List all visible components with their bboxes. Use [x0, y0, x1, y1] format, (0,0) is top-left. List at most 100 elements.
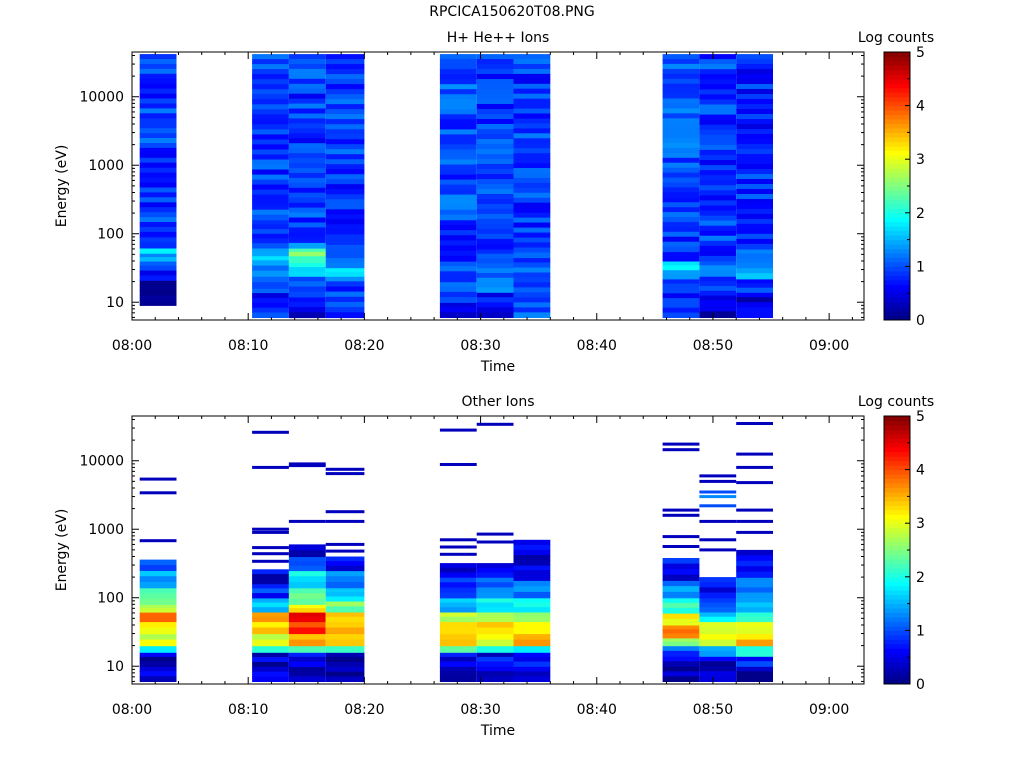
- colorbar-segment: [884, 52, 910, 57]
- colorbar-segment: [884, 284, 910, 290]
- spectrogram-cell: [476, 213, 514, 220]
- spectrogram-cell: [736, 566, 773, 573]
- spectrogram-cell: [699, 650, 737, 657]
- spectrogram-cell: [662, 197, 700, 203]
- spectrogram-cell: [736, 94, 773, 100]
- spectrogram-cell: [139, 652, 177, 658]
- colorbar-segment: [884, 194, 910, 200]
- spectrogram-cell: [325, 119, 365, 125]
- spectrogram-cell: [139, 587, 177, 594]
- spectrogram-cell: [476, 89, 514, 95]
- spectrogram-cell: [252, 84, 289, 90]
- colorbar-segment: [884, 141, 910, 147]
- spectrogram-cell: [325, 271, 365, 277]
- spectrogram-cell: [513, 158, 551, 164]
- colorbar-segment: [884, 190, 910, 196]
- spectrogram-cell: [662, 187, 700, 193]
- spectrogram-cell: [513, 544, 551, 551]
- spectrogram-cell: [513, 262, 551, 269]
- spectrogram-cell: [699, 245, 737, 252]
- spectrogram-cell: [476, 666, 514, 672]
- spectrogram-cell: [139, 217, 177, 223]
- spectrogram-cell: [736, 208, 773, 215]
- spectrogram-cell: [439, 79, 477, 85]
- colorbar-segment: [884, 420, 910, 426]
- spectrogram-cell: [476, 302, 514, 308]
- spectrogram-cell: [476, 597, 514, 603]
- colorbar-segment: [884, 634, 910, 640]
- spectrogram-cell: [736, 184, 773, 190]
- spectrogram-cell: [288, 197, 326, 204]
- colorbar-segment: [884, 110, 910, 116]
- spectrogram-cell: [325, 189, 365, 195]
- spectrogram-cell: [476, 652, 514, 658]
- spectrogram-cell: [139, 295, 177, 301]
- spectrogram-cell: [139, 143, 177, 149]
- spectrogram-cell: [288, 544, 326, 551]
- spectrogram-cell: [476, 627, 514, 635]
- spectrogram-cell: [288, 598, 326, 605]
- spectrogram-cell: [736, 676, 773, 682]
- spectrogram-cell: [139, 639, 177, 647]
- spectrogram-cell: [139, 147, 177, 154]
- spectrogram-cell: [252, 59, 289, 65]
- x-axis-label: Time: [480, 359, 515, 375]
- spectrogram-cell: [439, 602, 477, 608]
- spectrogram-cell: [736, 129, 773, 135]
- spectrogram-cell: [252, 154, 289, 161]
- colorbar-segment: [884, 416, 910, 421]
- spectrogram-cell: [252, 270, 289, 277]
- spectrogram-cell: [439, 179, 477, 186]
- spectrogram-cell: [439, 194, 477, 201]
- spectrogram-cell: [476, 661, 514, 667]
- spectrogram-cell: [288, 611, 326, 618]
- spectrogram-cell: [662, 88, 700, 95]
- colorbar-segment: [884, 199, 910, 205]
- spectrogram-cell: [662, 629, 700, 635]
- colorbar-segment: [884, 648, 910, 654]
- spectrogram-cell: [476, 633, 514, 641]
- spectrogram-cell: [325, 662, 365, 668]
- spectrogram-cell: [699, 170, 737, 176]
- spectrogram-cell: [699, 114, 737, 121]
- spectrogram-cell: [325, 600, 365, 607]
- spectrogram-cell: [476, 268, 514, 274]
- spectrogram-cell: [736, 262, 773, 269]
- spectrogram-cell: [288, 153, 326, 159]
- colorbar-segment: [884, 114, 910, 120]
- colorbar-segment: [884, 424, 910, 430]
- colorbar-segment: [884, 150, 910, 156]
- spectrogram-cell: [476, 174, 514, 180]
- spectrogram-cell: [325, 199, 365, 205]
- spectrogram-cell: [252, 119, 289, 125]
- spectrogram-cell: [736, 149, 773, 155]
- spectrogram-cell: [325, 281, 365, 288]
- spectrogram-cell: [139, 576, 177, 583]
- spectrogram-cell: [288, 621, 326, 629]
- spectrogram-cell: [252, 611, 289, 618]
- spectrogram-cell: [252, 89, 289, 95]
- spectrogram-cell: [513, 64, 551, 70]
- spectrogram-cell: [476, 64, 514, 70]
- spectrogram-cell: [662, 172, 700, 179]
- x-tick-label: 08:30: [460, 702, 500, 718]
- spectrogram-cell: [736, 602, 773, 608]
- spectrogram-cell: [736, 549, 773, 556]
- spectrogram-cell: [513, 168, 551, 174]
- y-axis-label: Energy (eV): [54, 145, 70, 228]
- spectrogram-cell: [476, 144, 514, 150]
- spectrogram-cell: [662, 602, 700, 609]
- spectrogram-cell: [139, 565, 177, 571]
- spectrogram-cell: [476, 238, 514, 245]
- spectrogram-cell: [699, 69, 737, 75]
- panel-title: H+ He++ Ions: [447, 30, 550, 46]
- spectrogram-cell: [513, 602, 551, 608]
- spectrogram-cell: [662, 645, 700, 652]
- spectrogram-cell: [139, 197, 177, 203]
- spectrogram-cell: [736, 297, 773, 303]
- spectrogram-cell: [476, 621, 514, 629]
- spectrogram-cell: [288, 616, 326, 623]
- spectrogram-cell: [288, 652, 326, 658]
- spectrogram-cell: [736, 194, 773, 200]
- colorbar-segment: [884, 639, 910, 645]
